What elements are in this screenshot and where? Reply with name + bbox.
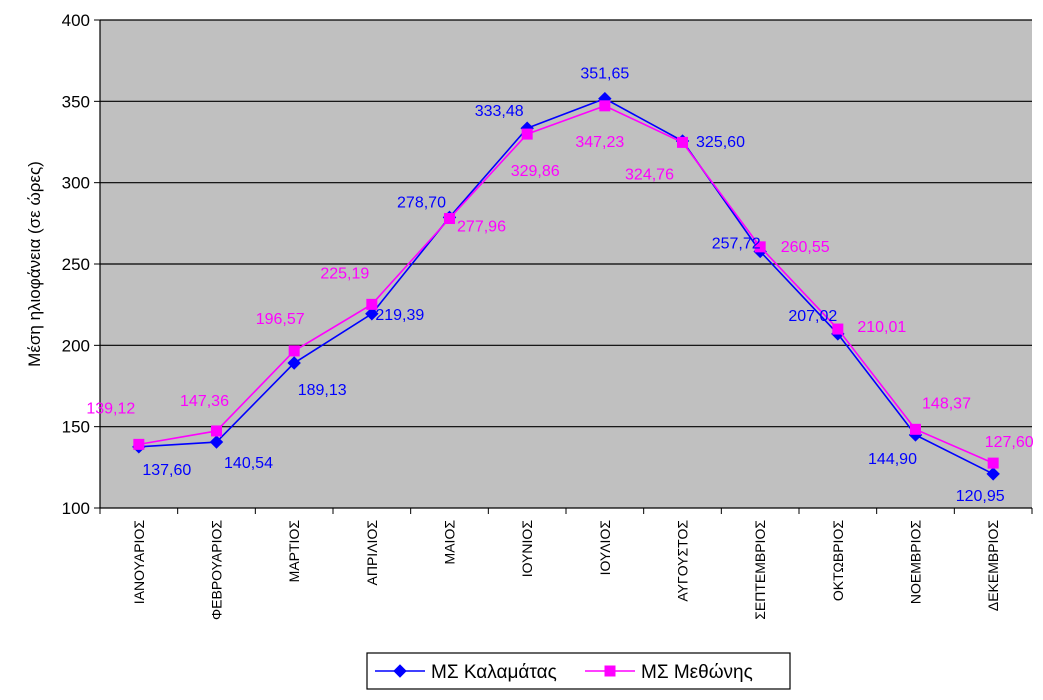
data-point xyxy=(987,457,999,469)
data-point xyxy=(677,136,688,148)
y-tick-label: 100 xyxy=(62,499,90,518)
data-point xyxy=(287,356,301,370)
data-label: 120,95 xyxy=(956,488,1005,505)
y-tick-label: 300 xyxy=(62,174,90,193)
data-label: 325,60 xyxy=(696,134,745,151)
data-label: 144,90 xyxy=(868,451,917,468)
y-tick-label: 400 xyxy=(62,11,90,30)
y-axis-label: Μέση ηλιοφάνεια (σε ώρες) xyxy=(25,161,44,367)
x-tick-label: ΙΟΥΝΙΟΣ xyxy=(519,520,535,578)
data-label: 278,70 xyxy=(397,194,446,211)
data-label: 139,12 xyxy=(86,400,135,417)
data-label: 148,37 xyxy=(922,395,971,412)
data-label: 351,65 xyxy=(580,66,629,83)
x-tick-label: ΑΥΓΟΥΣΤΟΣ xyxy=(675,520,691,602)
data-label: 196,57 xyxy=(256,311,305,328)
data-labels-layer: 137,60 140,54 189,13 219,39 278,70 333,48 351,… xyxy=(86,66,1033,505)
x-tick-label: ΙΟΥΛΙΟΣ xyxy=(597,520,613,576)
data-label: 210,01 xyxy=(857,319,906,336)
y-tick-label: 150 xyxy=(62,418,90,437)
data-label: 324,76 xyxy=(625,166,674,183)
data-label: 127,60 xyxy=(985,434,1034,451)
data-point xyxy=(211,425,222,437)
data-point xyxy=(986,467,1000,481)
data-label: 137,60 xyxy=(142,462,191,479)
legend-box xyxy=(366,652,791,690)
x-tick-label: ΟΚΤΩΒΡΙΟΣ xyxy=(830,520,846,601)
data-label: 207,02 xyxy=(788,308,837,325)
x-tick-label: ΜΑΙΟΣ xyxy=(442,520,458,565)
gridlines xyxy=(100,19,1032,428)
x-axis-ticks: ΙΑΝΟΥΑΡΙΟΣ ΦΕΒΡΟΥΑΡΙΟΣ ΜΑΡΤΙΟΣ ΑΠΡΙΛΙΟΣ ΜΑΙΟ… xyxy=(99,508,1033,620)
data-label: 277,96 xyxy=(457,219,506,236)
data-label: 333,48 xyxy=(475,103,524,120)
data-label: 189,13 xyxy=(298,382,347,399)
y-tick-label: 250 xyxy=(62,255,90,274)
x-tick-label: ΔΕΚΕΜΒΡΙΟΣ xyxy=(985,520,1001,611)
series-line xyxy=(138,104,994,464)
x-tick-label: ΙΑΝΟΥΑΡΙΟΣ xyxy=(131,520,147,605)
x-tick-label: ΜΑΡΤΙΟΣ xyxy=(286,520,302,583)
legend: ΜΣ Καλαμάτας ΜΣ Μεθώνης xyxy=(366,652,791,690)
x-tick-label: ΑΠΡΙΛΙΟΣ xyxy=(364,520,380,586)
data-point xyxy=(444,213,455,225)
x-tick-label: ΣΕΠΤΕΜΒΡΙΟΣ xyxy=(752,520,768,620)
legend-entry: ΜΣ Καλαμάτας xyxy=(375,662,557,683)
data-point xyxy=(365,307,379,321)
y-tick-label: 200 xyxy=(62,336,90,355)
legend-marker xyxy=(604,665,616,677)
data-point xyxy=(754,241,766,253)
data-point xyxy=(910,423,921,435)
data-point xyxy=(521,128,533,140)
x-tick-label: ΝΟΕΜΒΡΙΟΣ xyxy=(908,520,924,604)
legend-label: ΜΣ Καλαμάτας xyxy=(431,662,557,683)
series-line xyxy=(138,97,994,475)
data-label: 225,19 xyxy=(320,265,369,282)
x-tick-label: ΦΕΒΡΟΥΑΡΙΟΣ xyxy=(209,520,225,620)
data-label: 257,72 xyxy=(712,235,761,252)
data-point xyxy=(209,435,224,449)
data-label: 347,23 xyxy=(575,134,624,151)
data-point xyxy=(366,298,378,310)
data-point xyxy=(832,323,844,335)
legend-entry: ΜΣ Μεθώνης xyxy=(585,662,753,683)
data-point xyxy=(133,438,145,450)
data-label: 140,54 xyxy=(224,455,273,472)
y-axis-ticks: 100 150 200 250 300 350 400 xyxy=(62,11,100,518)
series-layer xyxy=(132,91,1000,481)
data-point xyxy=(599,100,611,112)
legend-marker xyxy=(393,664,407,678)
data-label: 260,55 xyxy=(781,239,830,256)
data-point xyxy=(288,345,300,357)
data-label: 219,39 xyxy=(375,307,424,324)
y-tick-label: 350 xyxy=(62,92,90,111)
data-label: 329,86 xyxy=(511,163,560,180)
series-2 xyxy=(133,100,999,469)
legend-label: ΜΣ Μεθώνης xyxy=(641,662,753,683)
data-label: 147,36 xyxy=(180,393,229,410)
